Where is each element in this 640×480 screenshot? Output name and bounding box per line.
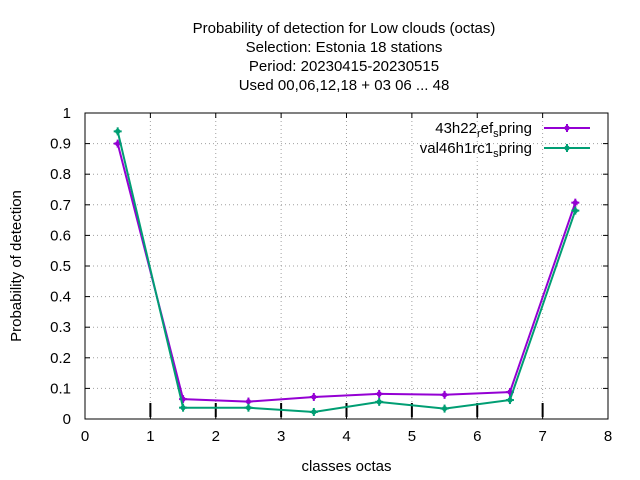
x-tick-label: 5 xyxy=(408,428,416,445)
y-tick-label: 0.1 xyxy=(50,380,71,397)
x-tick-label: 3 xyxy=(277,428,285,445)
legend-label: val46h1rc1spring xyxy=(420,140,532,160)
data-point xyxy=(179,403,188,412)
axis-ticks: 0 1 2 3 4 5 6 7 8 0 0.1 0.2 0.3 0.4 0.5 0.6 0.7 0.8 0.9 1 xyxy=(50,105,612,445)
y-tick-label: 0.3 xyxy=(50,319,71,336)
data-point xyxy=(571,206,580,215)
series-line xyxy=(116,131,577,414)
y-tick-label: 0.8 xyxy=(50,166,71,183)
title-line: Used 00,06,12,18 + 03 06 ... 48 xyxy=(239,77,450,94)
grid xyxy=(85,113,608,419)
data-point xyxy=(505,396,514,405)
chart-title: Probability of detection for Low clouds … xyxy=(193,20,496,94)
x-tick-label: 2 xyxy=(212,428,220,445)
y-tick-label: 0.7 xyxy=(50,197,71,214)
x-tick-label: 0 xyxy=(81,428,89,445)
data-point xyxy=(571,198,580,207)
legend-label: 43h22refspring xyxy=(435,120,532,140)
x-tick-label: 7 xyxy=(538,428,546,445)
data-point xyxy=(375,397,384,406)
bottom-marks xyxy=(149,403,544,417)
y-tick-label: 0.9 xyxy=(50,136,71,153)
y-tick-label: 0.5 xyxy=(50,258,71,275)
y-tick-label: 0.6 xyxy=(50,227,71,244)
series-line xyxy=(116,143,577,403)
y-tick-label: 0.2 xyxy=(50,350,71,367)
data-point xyxy=(309,407,318,416)
title-line: Period: 20230415-20230515 xyxy=(249,58,439,75)
data-point xyxy=(440,390,449,399)
x-axis-label: classes octas xyxy=(301,458,391,475)
data-point xyxy=(113,127,122,136)
data-point xyxy=(375,389,384,398)
title-line: Probability of detection for Low clouds … xyxy=(193,20,496,37)
x-tick-label: 6 xyxy=(473,428,481,445)
y-tick-label: 0.4 xyxy=(50,289,71,306)
title-line: Selection: Estonia 18 stations xyxy=(246,39,443,56)
y-tick-label: 0 xyxy=(63,411,71,428)
x-tick-label: 1 xyxy=(146,428,154,445)
series xyxy=(113,127,580,416)
y-axis-label: Probability of detection xyxy=(8,190,25,342)
legend-entry: val46h1rc1spring xyxy=(420,140,590,160)
data-point xyxy=(440,404,449,413)
x-tick-label: 8 xyxy=(604,428,612,445)
data-point xyxy=(244,403,253,412)
x-tick-label: 4 xyxy=(342,428,350,445)
y-tick-label: 1 xyxy=(63,105,71,122)
legend-entry: 43h22refspring xyxy=(435,120,590,140)
data-point xyxy=(309,392,318,401)
